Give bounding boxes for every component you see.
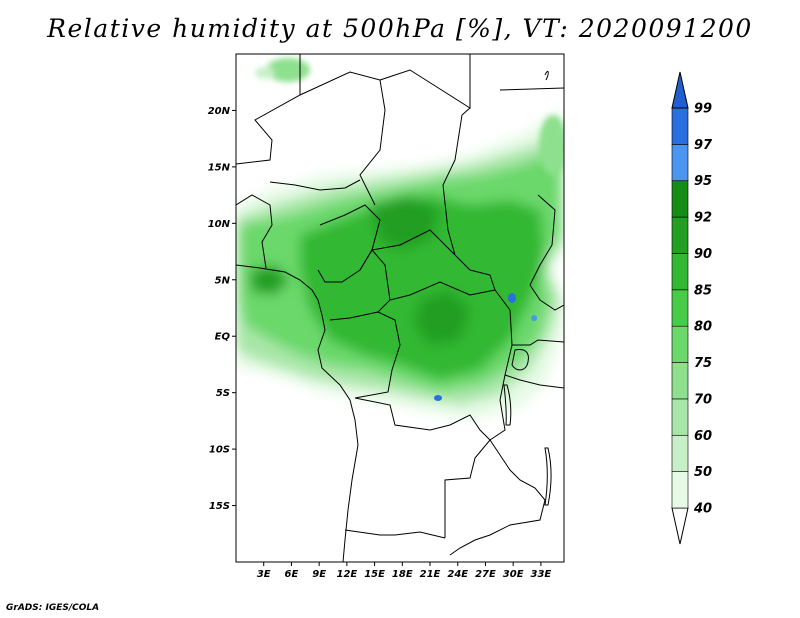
colorbar-segment	[671, 289, 689, 327]
colorbar-label: 80	[694, 320, 712, 335]
lon-tick-label: 3E	[257, 569, 271, 580]
humidity-region-90-c	[250, 265, 290, 295]
humidity-region-north	[266, 58, 310, 82]
lat-tick-label: 10N	[208, 219, 231, 230]
humidity-max-95	[531, 315, 537, 321]
boundary-north	[236, 71, 386, 206]
lat-tick-label: 20N	[208, 106, 231, 117]
colorbar-segment	[671, 362, 689, 400]
colorbar-segment	[671, 216, 689, 254]
boundary-chad-sudan	[442, 107, 471, 256]
boundary-uganda-kenya	[512, 339, 564, 346]
colorbar-segment	[671, 253, 689, 291]
lon-tick-label: 6E	[285, 569, 299, 580]
boundary-drc-angola	[354, 397, 491, 441]
humidity-region-90	[370, 195, 440, 250]
grads-credit: GrADS: IGES/COLA	[6, 603, 100, 613]
latitude-axis: 20N 15N 10N 5N EQ 5S 10S 15S	[208, 106, 236, 512]
lake-malawi	[544, 447, 552, 506]
humidity-region-north-b	[255, 67, 275, 79]
lat-tick-label: 15N	[208, 162, 231, 173]
lat-tick-label: EQ	[215, 332, 231, 343]
colorbar-label: 95	[694, 174, 712, 189]
colorbar-label: 40	[693, 502, 712, 517]
colorbar-segment	[671, 144, 689, 182]
humidity-max-97-a	[508, 293, 516, 303]
lon-tick-label: 15E	[364, 569, 385, 580]
boundary-east-africa	[529, 284, 564, 311]
country-boundaries	[236, 54, 564, 562]
humidity-field	[236, 58, 564, 420]
colorbar-cap-low	[671, 507, 689, 545]
lat-tick-label: 10S	[209, 445, 230, 456]
boundary-car	[371, 229, 496, 301]
colorbar-cap-high	[671, 71, 689, 109]
humidity-max-97-b	[434, 395, 442, 401]
lon-tick-label: 9E	[312, 569, 326, 580]
lon-tick-label: 21E	[420, 569, 441, 580]
lon-tick-label: 12E	[336, 569, 357, 580]
lat-tick-label: 15S	[209, 501, 230, 512]
lon-tick-label: 18E	[392, 569, 413, 580]
lon-tick-label: 33E	[531, 569, 552, 580]
lon-tick-label: 24E	[447, 569, 468, 580]
lon-tick-label: 30E	[503, 569, 524, 580]
lake-tanganyika	[503, 384, 512, 426]
lon-tick-label: 27E	[475, 569, 496, 580]
lat-tick-label: 5S	[216, 388, 230, 399]
colorbar-segment	[671, 471, 689, 509]
boundary-tanzania	[504, 374, 564, 389]
boundary-libya	[379, 54, 471, 109]
colorbar-label: 92	[694, 211, 712, 226]
colorbar-segment	[671, 180, 689, 218]
colorbar: 40 50 60 70 75 80 85 90 92 95 97 99	[671, 71, 713, 545]
red-sea-coast	[544, 70, 549, 81]
coastline	[236, 264, 359, 562]
boundary-burkina-ghana	[269, 179, 361, 191]
colorbar-label: 90	[694, 247, 712, 262]
colorbar-segment	[671, 398, 689, 436]
boundary-egypt-sudan	[499, 87, 564, 91]
colorbar-label: 85	[694, 283, 712, 298]
humidity-region-90-b	[415, 290, 470, 345]
boundary-west-africa	[236, 194, 273, 269]
colorbar-label: 50	[694, 465, 712, 480]
colorbar-segment	[671, 434, 689, 472]
boundary-sudan-ethiopia	[529, 194, 556, 286]
humidity-region-east	[539, 115, 564, 175]
boundary-zambia	[444, 439, 546, 556]
colorbar-label: 99	[694, 102, 712, 117]
map-title: Relative humidity at 500hPa [%], VT: 202…	[47, 14, 753, 43]
colorbar-segment	[671, 107, 689, 145]
boundary-congo-drc	[354, 311, 401, 399]
colorbar-label: 70	[694, 392, 712, 407]
longitude-axis: 3E 6E 9E 12E 15E 18E 21E 24E 27E 30E 33E	[257, 562, 552, 580]
lat-tick-label: 5N	[215, 275, 231, 286]
humidity-region-85	[300, 195, 545, 380]
map-frame	[235, 53, 565, 563]
colorbar-label: 75	[694, 356, 712, 371]
boundary-angola-south	[344, 529, 446, 539]
colorbar-label: 97	[694, 138, 713, 153]
lake-victoria	[511, 349, 529, 371]
colorbar-label: 60	[694, 429, 712, 444]
colorbar-segment	[671, 325, 689, 363]
